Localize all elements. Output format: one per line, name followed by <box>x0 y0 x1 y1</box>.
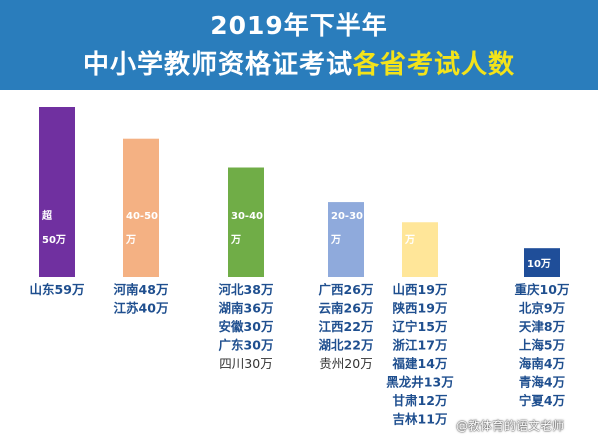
title-line2-gold: 各省考试人数 <box>353 50 516 80</box>
bar-6-label-line-1: 10万 <box>527 258 551 270</box>
province-label-g3-1: 河北38万 <box>219 282 274 297</box>
title-line2-white: 中小学教师资格证考试 <box>82 50 353 80</box>
province-label-g6-4: 上海5万 <box>519 338 565 353</box>
bar-4-label-line-1: 20-30 <box>331 211 363 222</box>
bar-5-label-line-2: 万 <box>404 234 415 246</box>
title-line1: 2019年下半年 <box>210 11 388 40</box>
bar-5 <box>402 222 438 277</box>
province-label-g3-2: 湖南36万 <box>219 301 274 316</box>
bar-2 <box>123 138 159 277</box>
bar-3 <box>228 167 264 277</box>
watermark-text: @教体育的语文老师 <box>455 419 564 433</box>
province-label-g6-1: 重庆10万 <box>515 282 570 297</box>
province-label-g4-2: 云南26万 <box>319 301 374 316</box>
province-label-g6-2: 北京9万 <box>519 301 565 316</box>
bar-1-label-line-1: 超 <box>41 209 53 222</box>
bar-1-label-line-2: 50万 <box>42 234 66 246</box>
bar-2-label-line-2: 万 <box>125 234 136 246</box>
province-label-g6-5: 海南4万 <box>519 356 565 371</box>
province-label-g5-6: 黑龙井13万 <box>386 375 453 390</box>
province-label-g5-3: 辽宁15万 <box>393 319 448 334</box>
province-label-g5-1: 山西19万 <box>393 282 448 297</box>
province-label-g1-1: 山东59万 <box>30 282 85 297</box>
province-label-g3-5: 四川30万 <box>219 356 272 371</box>
bar-4 <box>328 202 364 277</box>
province-label-g5-7: 甘肃12万 <box>393 393 448 408</box>
province-label-g6-7: 宁夏4万 <box>519 393 565 408</box>
bar-6-label-line-2: 以下 <box>527 282 547 294</box>
province-label-g3-3: 安徽30万 <box>219 319 274 334</box>
province-label-g2-1: 河南48万 <box>114 282 169 297</box>
province-label-g5-2: 陕西19万 <box>393 301 448 316</box>
bar-5-label-line-1: 10-20 <box>405 211 437 222</box>
bar-3-label-line-1: 30-40 <box>231 211 263 222</box>
province-label-g4-1: 广西26万 <box>319 282 374 297</box>
province-label-g5-4: 浙江17万 <box>393 338 448 353</box>
bar-4-label-line-2: 万 <box>330 234 341 246</box>
province-label-g6-6: 青海4万 <box>519 375 565 390</box>
province-label-g5-8: 吉林11万 <box>393 412 448 427</box>
bar-2-label-line-1: 40-50 <box>126 211 158 222</box>
province-label-g3-4: 广东30万 <box>219 338 274 353</box>
title-banner: 2019年下半年 中小学教师资格证考试各省考试人数 <box>0 0 598 90</box>
bar-3-label-line-2: 万 <box>230 234 241 246</box>
title-line2: 中小学教师资格证考试各省考试人数 <box>0 44 598 81</box>
province-label-g4-4: 湖北22万 <box>319 338 374 353</box>
province-label-g4-5: 贵州20万 <box>319 356 372 371</box>
province-label-g4-3: 江西22万 <box>319 319 374 334</box>
bar-1 <box>39 107 75 277</box>
bar-6 <box>524 248 560 277</box>
province-label-g5-5: 福建14万 <box>392 356 448 371</box>
province-label-g2-2: 江苏40万 <box>114 301 169 316</box>
province-label-g6-3: 天津8万 <box>519 319 565 334</box>
